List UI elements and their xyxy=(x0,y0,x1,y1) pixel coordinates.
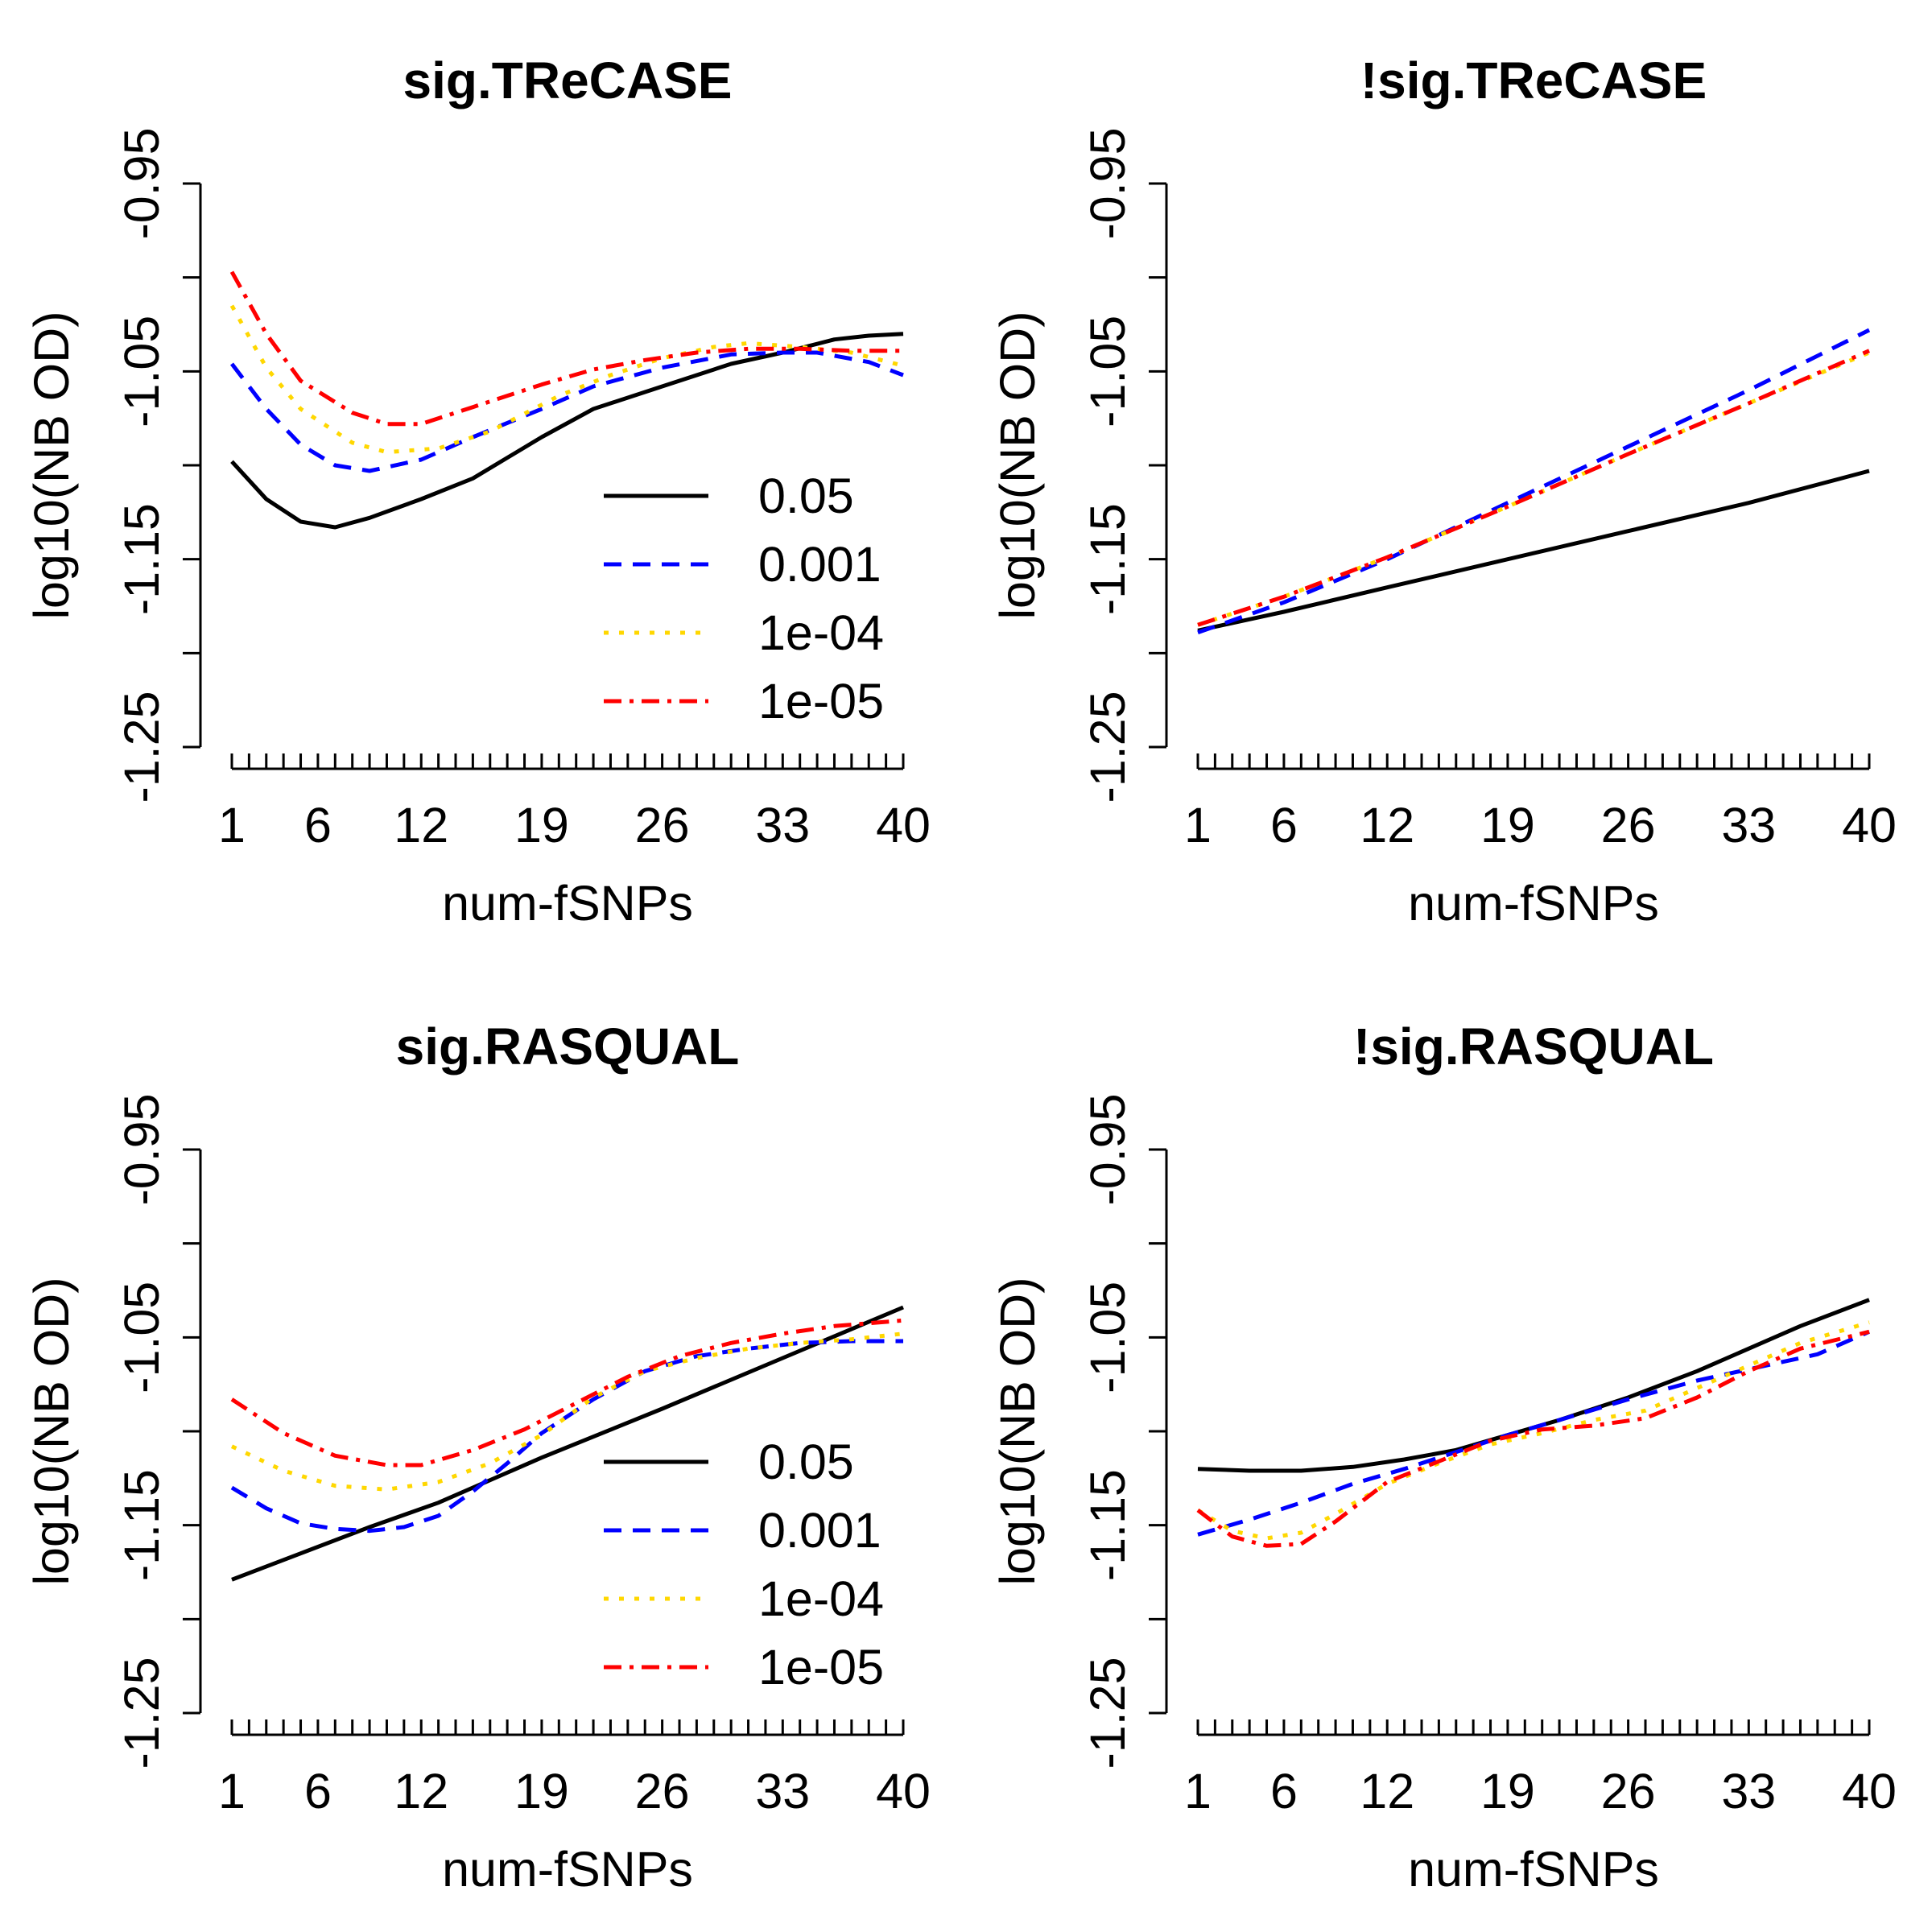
legend-label: 0.05 xyxy=(758,1435,854,1489)
chart-panel: !sig.TReCASE 1 6 12 19 26 33 40 num-fSNPs -1.25 -1… xyxy=(990,52,1897,931)
x-tick-label: 26 xyxy=(635,1764,690,1818)
x-tick-label: 1 xyxy=(218,1764,246,1818)
x-tick-label: 40 xyxy=(876,798,931,852)
y-tick-label: -0.95 xyxy=(1080,1093,1135,1205)
x-tick-label: 19 xyxy=(514,1764,569,1818)
y-axis-label: log10(NB OD) xyxy=(990,1277,1045,1585)
x-tick-label: 33 xyxy=(1721,1764,1776,1818)
x-tick-label: 19 xyxy=(1480,1764,1535,1818)
y-tick-label: -0.95 xyxy=(1080,127,1135,239)
x-tick-label: 12 xyxy=(394,798,448,852)
series-line xyxy=(230,350,904,473)
y-tick-label: -1.15 xyxy=(1080,503,1135,615)
x-tick-label: 33 xyxy=(755,798,810,852)
series-line xyxy=(1197,328,1871,635)
x-tick-label: 19 xyxy=(1480,798,1535,852)
x-tick-label: 6 xyxy=(1270,1764,1298,1818)
x-tick-label: 12 xyxy=(394,1764,448,1818)
x-tick-label: 26 xyxy=(1601,1764,1656,1818)
series-line xyxy=(1196,1329,1870,1548)
series-line xyxy=(230,332,904,530)
x-tick-label: 1 xyxy=(1184,1764,1212,1818)
chart-title: sig.RASQUAL xyxy=(396,1018,740,1075)
y-tick-label: -1.05 xyxy=(114,1282,169,1393)
legend-label: 1e-04 xyxy=(758,605,884,660)
y-tick-label: -0.95 xyxy=(114,1093,169,1205)
chart-panel: sig.RASQUAL 1 6 12 19 26 33 40 num-fSNPs -1.25 -1.… xyxy=(24,1018,931,1897)
y-tick-label: -1.15 xyxy=(114,503,169,615)
x-tick-label: 1 xyxy=(1184,798,1212,852)
y-axis-label: log10(NB OD) xyxy=(24,311,79,619)
y-tick-label: -0.95 xyxy=(114,127,169,239)
y-tick-label: -1.05 xyxy=(1080,316,1135,427)
x-tick-label: 26 xyxy=(1601,798,1656,852)
y-axis-label: log10(NB OD) xyxy=(24,1277,79,1585)
legend-label: 1e-04 xyxy=(758,1571,884,1626)
x-tick-label: 1 xyxy=(218,798,246,852)
y-tick-label: -1.25 xyxy=(114,1657,169,1769)
chart-title: !sig.RASQUAL xyxy=(1353,1018,1714,1075)
series-line xyxy=(230,1318,904,1468)
x-axis-label: num-fSNPs xyxy=(1408,876,1659,931)
y-tick-label: -1.25 xyxy=(114,691,169,803)
y-tick-label: -1.05 xyxy=(1080,1282,1135,1393)
series-line xyxy=(1197,349,1870,627)
y-tick-label: -1.25 xyxy=(1080,691,1135,803)
chart-panel: sig.TReCASE 1 6 12 19 26 33 40 num-fSNPs -1.25 -1.… xyxy=(24,52,931,931)
legend-label: 0.001 xyxy=(758,1503,881,1558)
legend-label: 0.05 xyxy=(758,469,854,523)
x-axis-label: num-fSNPs xyxy=(442,1842,693,1897)
y-tick-label: -1.25 xyxy=(1080,1657,1135,1769)
chart-title: !sig.TReCASE xyxy=(1360,52,1707,109)
series-line xyxy=(1197,469,1870,633)
x-tick-label: 12 xyxy=(1360,798,1414,852)
x-tick-label: 33 xyxy=(1721,798,1776,852)
y-tick-label: -1.15 xyxy=(114,1469,169,1581)
x-tick-label: 19 xyxy=(514,798,569,852)
chart-panel: !sig.RASQUAL 1 6 12 19 26 33 40 num-fSNPs -1.25 -1… xyxy=(990,1018,1897,1897)
series-line xyxy=(231,1305,904,1582)
series-line xyxy=(229,270,903,427)
y-tick-label: -1.15 xyxy=(1080,1469,1135,1581)
x-axis-label: num-fSNPs xyxy=(442,876,693,931)
x-tick-label: 6 xyxy=(304,798,332,852)
series-line xyxy=(230,1339,903,1534)
x-axis-label: num-fSNPs xyxy=(1408,1842,1659,1897)
chart-title: sig.TReCASE xyxy=(403,52,733,109)
legend-label: 1e-05 xyxy=(758,1640,884,1695)
x-tick-label: 40 xyxy=(1842,1764,1897,1818)
x-tick-label: 40 xyxy=(876,1764,931,1818)
x-tick-label: 6 xyxy=(1270,798,1298,852)
legend-label: 1e-05 xyxy=(758,674,884,729)
x-tick-label: 26 xyxy=(635,798,690,852)
series-line xyxy=(230,1331,904,1492)
y-axis-label: log10(NB OD) xyxy=(990,311,1045,619)
x-tick-label: 12 xyxy=(1360,1764,1414,1818)
legend-label: 0.001 xyxy=(758,537,881,592)
x-tick-label: 33 xyxy=(755,1764,810,1818)
y-tick-label: -1.05 xyxy=(114,316,169,427)
x-tick-label: 6 xyxy=(304,1764,332,1818)
x-tick-label: 40 xyxy=(1842,798,1897,852)
